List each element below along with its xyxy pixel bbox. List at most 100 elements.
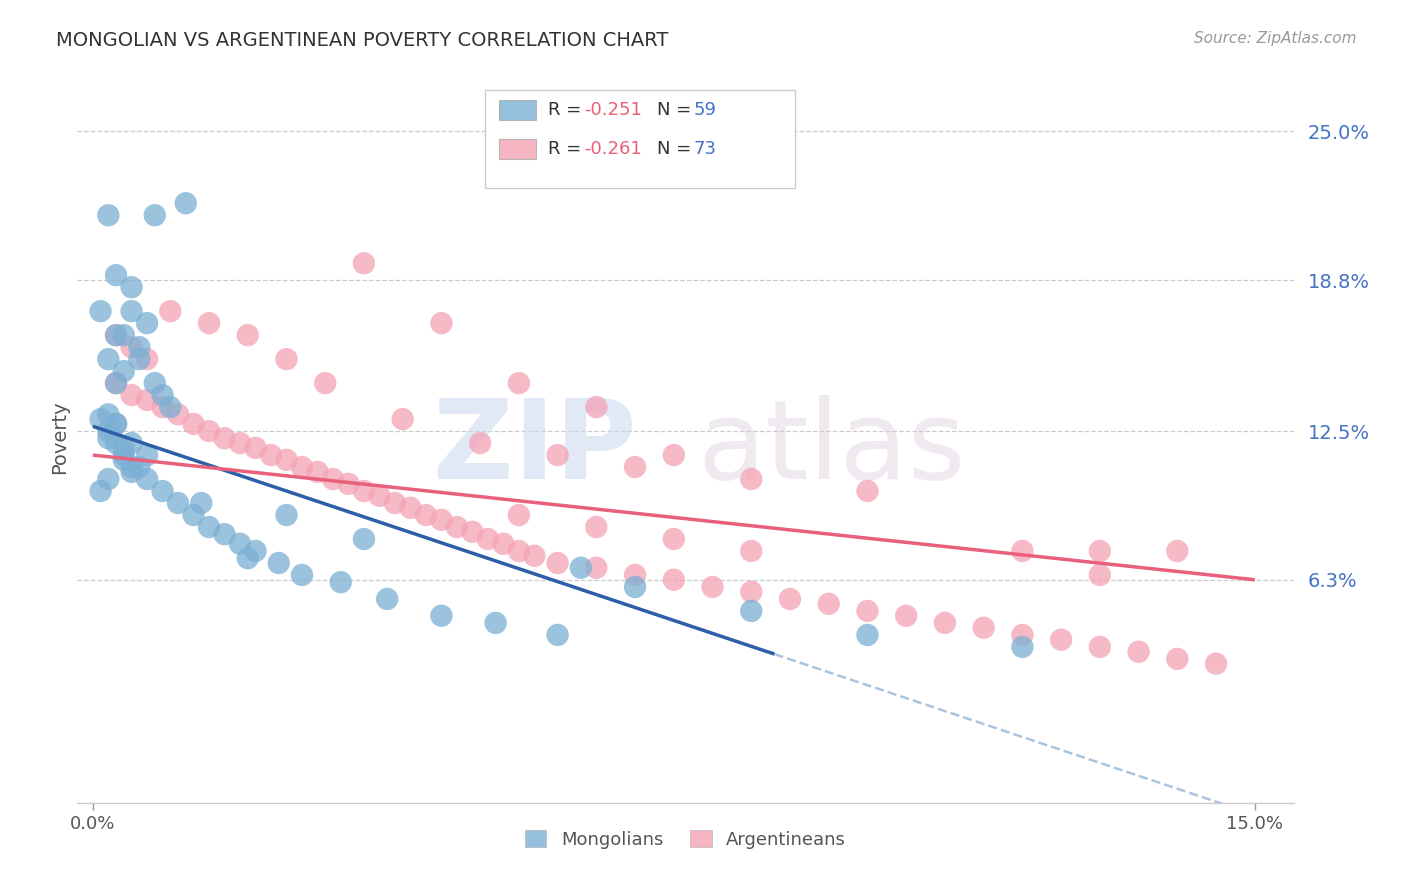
Point — [152, 400, 174, 414]
Point — [391, 412, 413, 426]
Point — [1128, 645, 1150, 659]
Point — [105, 417, 128, 431]
Text: ZIP: ZIP — [433, 394, 637, 501]
Point — [121, 465, 143, 479]
FancyBboxPatch shape — [499, 138, 536, 159]
Point — [136, 448, 159, 462]
Point — [1166, 652, 1188, 666]
Point — [779, 591, 801, 606]
Point — [322, 472, 344, 486]
Point — [214, 527, 236, 541]
Point — [314, 376, 336, 391]
Point — [547, 556, 569, 570]
Point — [152, 388, 174, 402]
Text: -0.261: -0.261 — [585, 140, 643, 158]
Point — [430, 513, 453, 527]
Point — [508, 508, 530, 522]
Text: N =: N = — [658, 101, 697, 120]
Point — [97, 407, 120, 421]
Point — [353, 256, 375, 270]
Point — [90, 412, 112, 426]
Point — [121, 304, 143, 318]
Point — [121, 436, 143, 450]
Point — [105, 376, 128, 391]
Point — [121, 340, 143, 354]
Text: Source: ZipAtlas.com: Source: ZipAtlas.com — [1194, 31, 1357, 46]
Point — [112, 364, 135, 378]
FancyBboxPatch shape — [499, 100, 536, 120]
Point — [353, 483, 375, 498]
Point — [97, 208, 120, 222]
Point — [121, 460, 143, 475]
Point — [329, 575, 352, 590]
Point — [245, 441, 267, 455]
Point — [1088, 568, 1111, 582]
Point — [97, 424, 120, 438]
Point — [121, 388, 143, 402]
Point — [291, 568, 314, 582]
Point — [128, 340, 150, 354]
Point — [267, 556, 290, 570]
Point — [547, 628, 569, 642]
Point — [167, 407, 190, 421]
Point — [585, 400, 607, 414]
Point — [236, 551, 259, 566]
Point — [585, 520, 607, 534]
Point — [1011, 628, 1033, 642]
Point — [190, 496, 212, 510]
Point — [90, 483, 112, 498]
Point — [523, 549, 546, 563]
Text: MONGOLIAN VS ARGENTINEAN POVERTY CORRELATION CHART: MONGOLIAN VS ARGENTINEAN POVERTY CORRELA… — [56, 31, 669, 50]
Point — [353, 532, 375, 546]
Point — [740, 544, 762, 558]
Point — [183, 508, 205, 522]
Point — [112, 453, 135, 467]
Point — [105, 436, 128, 450]
Point — [856, 628, 879, 642]
Point — [740, 472, 762, 486]
Point — [468, 436, 491, 450]
Point — [136, 316, 159, 330]
Point — [97, 472, 120, 486]
Point — [112, 328, 135, 343]
Point — [307, 465, 329, 479]
Point — [229, 436, 252, 450]
Point — [934, 615, 956, 630]
Point — [276, 352, 298, 367]
Text: 73: 73 — [695, 140, 717, 158]
Point — [245, 544, 267, 558]
Point — [702, 580, 724, 594]
Point — [856, 604, 879, 618]
Point — [198, 316, 221, 330]
Point — [446, 520, 468, 534]
Point — [159, 304, 181, 318]
Text: atlas: atlas — [697, 394, 966, 501]
Point — [167, 496, 190, 510]
Point — [229, 537, 252, 551]
Point — [508, 544, 530, 558]
Text: R =: R = — [548, 140, 586, 158]
Point — [214, 431, 236, 445]
Text: -0.251: -0.251 — [585, 101, 643, 120]
Point — [90, 304, 112, 318]
Point — [508, 376, 530, 391]
Point — [740, 584, 762, 599]
Point — [585, 561, 607, 575]
Point — [375, 591, 398, 606]
Point — [198, 424, 221, 438]
Point — [337, 476, 360, 491]
Point — [159, 400, 181, 414]
Point — [1050, 632, 1073, 647]
Point — [112, 448, 135, 462]
Point — [492, 537, 515, 551]
Text: 59: 59 — [695, 101, 717, 120]
FancyBboxPatch shape — [485, 90, 794, 188]
Point — [105, 268, 128, 283]
Point — [128, 460, 150, 475]
Point — [624, 460, 647, 475]
Point — [174, 196, 197, 211]
Point — [569, 561, 592, 575]
Point — [477, 532, 499, 546]
Point — [624, 568, 647, 582]
Point — [152, 483, 174, 498]
